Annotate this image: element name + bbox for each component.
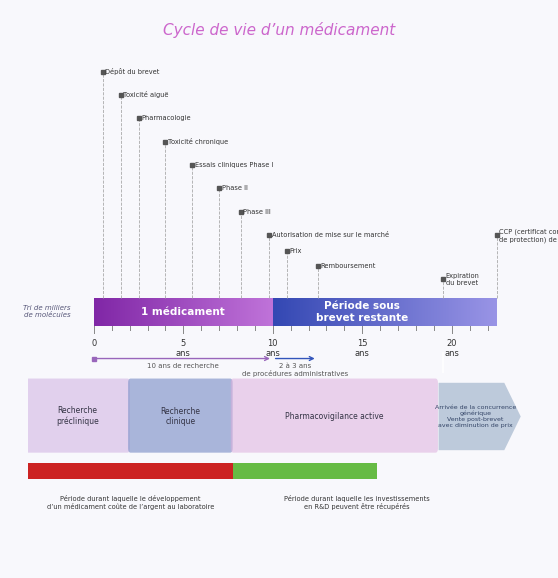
FancyBboxPatch shape [26, 379, 130, 453]
Text: Période durant laquelle le développement
d’un médicament coûte de l’argent au la: Période durant laquelle le développement… [47, 495, 214, 510]
Text: Phase III: Phase III [243, 209, 271, 215]
Text: 20
ans: 20 ans [444, 339, 459, 358]
Text: 10
ans: 10 ans [266, 339, 280, 358]
Text: Toxicité aiguë: Toxicité aiguë [123, 91, 169, 98]
Text: Autorisation de mise sur le marché: Autorisation de mise sur le marché [272, 232, 389, 238]
Bar [233, 464, 377, 479]
Text: Prix: Prix [290, 248, 302, 254]
Bar [28, 464, 233, 479]
Text: Dépôt du brevet: Dépôt du brevet [105, 68, 160, 75]
Text: Recherche
préclinique: Recherche préclinique [56, 406, 99, 427]
Text: 2 à 3 ans
de procédures administratives: 2 à 3 ans de procédures administratives [242, 363, 348, 377]
Text: 5
ans: 5 ans [176, 339, 191, 358]
Text: Toxicité chronique: Toxicité chronique [168, 138, 228, 145]
Text: Expiration
du brevet: Expiration du brevet [445, 273, 479, 286]
Text: Période sous
brevet restante: Période sous brevet restante [316, 301, 408, 323]
Text: 10 ans de recherche: 10 ans de recherche [147, 363, 219, 369]
Text: Remboursement: Remboursement [320, 264, 376, 269]
Text: Période durant laquelle les investissements
en R&D peuvent être récupérés: Période durant laquelle les investisseme… [283, 495, 429, 510]
Text: Arrivée de la concurrence
générique
Vente post-brevet
avec diminution de prix: Arrivée de la concurrence générique Vent… [435, 405, 516, 428]
Text: Pharmacovigilance active: Pharmacovigilance active [285, 412, 384, 421]
Text: CCP (certificat complémentaire
de protection) de 5 ans max.: CCP (certificat complémentaire de protec… [499, 228, 558, 243]
Text: 0: 0 [91, 339, 97, 348]
Text: 15
ans: 15 ans [355, 339, 370, 358]
Text: 1 médicament: 1 médicament [141, 307, 225, 317]
Text: Cycle de vie d’un médicament: Cycle de vie d’un médicament [163, 22, 395, 38]
FancyBboxPatch shape [128, 379, 233, 453]
Text: Pharmacologie: Pharmacologie [141, 116, 191, 121]
Polygon shape [439, 383, 521, 450]
Text: Phase II: Phase II [222, 186, 248, 191]
Text: Tri de milliers
de molécules: Tri de milliers de molécules [23, 305, 70, 318]
Text: Essais cliniques Phase I: Essais cliniques Phase I [195, 162, 273, 168]
FancyBboxPatch shape [231, 379, 438, 453]
Text: Recherche
clinique: Recherche clinique [160, 407, 200, 426]
